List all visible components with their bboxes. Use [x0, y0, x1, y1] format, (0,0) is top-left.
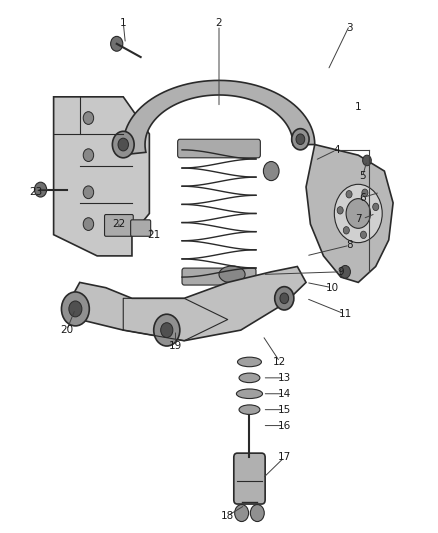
Text: 21: 21 [147, 230, 160, 240]
Text: 20: 20 [60, 325, 73, 335]
Text: 1: 1 [355, 102, 362, 112]
Circle shape [340, 265, 350, 278]
Circle shape [275, 287, 294, 310]
Circle shape [111, 36, 123, 51]
Text: 14: 14 [278, 389, 291, 399]
Text: 5: 5 [359, 172, 366, 181]
Text: 18: 18 [221, 511, 234, 521]
FancyBboxPatch shape [131, 220, 151, 236]
Circle shape [346, 199, 371, 228]
Circle shape [346, 190, 352, 198]
Text: 23: 23 [30, 187, 43, 197]
Circle shape [113, 131, 134, 158]
Circle shape [373, 203, 379, 211]
Ellipse shape [237, 389, 262, 399]
Circle shape [154, 314, 180, 346]
Circle shape [343, 227, 350, 234]
Circle shape [235, 505, 249, 521]
Text: 1: 1 [120, 18, 127, 28]
Text: 9: 9 [338, 267, 344, 277]
Circle shape [334, 184, 382, 243]
FancyBboxPatch shape [234, 453, 265, 504]
Polygon shape [306, 144, 393, 282]
Text: 12: 12 [273, 357, 286, 367]
Circle shape [118, 138, 128, 151]
Circle shape [83, 112, 94, 124]
Circle shape [360, 231, 367, 239]
Circle shape [83, 217, 94, 230]
FancyBboxPatch shape [182, 268, 256, 285]
Text: 8: 8 [346, 240, 353, 251]
Circle shape [83, 149, 94, 161]
Circle shape [251, 505, 264, 521]
Text: 4: 4 [333, 145, 340, 155]
Text: 6: 6 [359, 192, 366, 203]
Polygon shape [123, 80, 315, 155]
Circle shape [161, 322, 173, 337]
Text: 22: 22 [112, 219, 126, 229]
Text: 10: 10 [325, 282, 339, 293]
Circle shape [61, 292, 89, 326]
Text: 2: 2 [215, 18, 223, 28]
Circle shape [362, 189, 368, 197]
Circle shape [296, 134, 305, 144]
Text: 16: 16 [278, 421, 291, 431]
Circle shape [337, 207, 343, 214]
Polygon shape [71, 266, 306, 341]
FancyBboxPatch shape [105, 215, 133, 236]
Text: 3: 3 [346, 23, 353, 33]
Circle shape [263, 161, 279, 181]
Ellipse shape [239, 373, 260, 383]
Circle shape [35, 182, 47, 197]
Polygon shape [53, 97, 149, 256]
Circle shape [363, 155, 371, 166]
Text: 15: 15 [278, 405, 291, 415]
Ellipse shape [239, 405, 260, 415]
Circle shape [280, 293, 289, 304]
Text: 17: 17 [278, 453, 291, 463]
Circle shape [292, 128, 309, 150]
Text: 13: 13 [278, 373, 291, 383]
FancyBboxPatch shape [178, 139, 260, 158]
Ellipse shape [219, 266, 245, 283]
Text: 11: 11 [339, 309, 352, 319]
Text: 19: 19 [169, 341, 182, 351]
Text: 7: 7 [355, 214, 362, 224]
Circle shape [83, 186, 94, 199]
Ellipse shape [237, 357, 261, 367]
Circle shape [69, 301, 82, 317]
